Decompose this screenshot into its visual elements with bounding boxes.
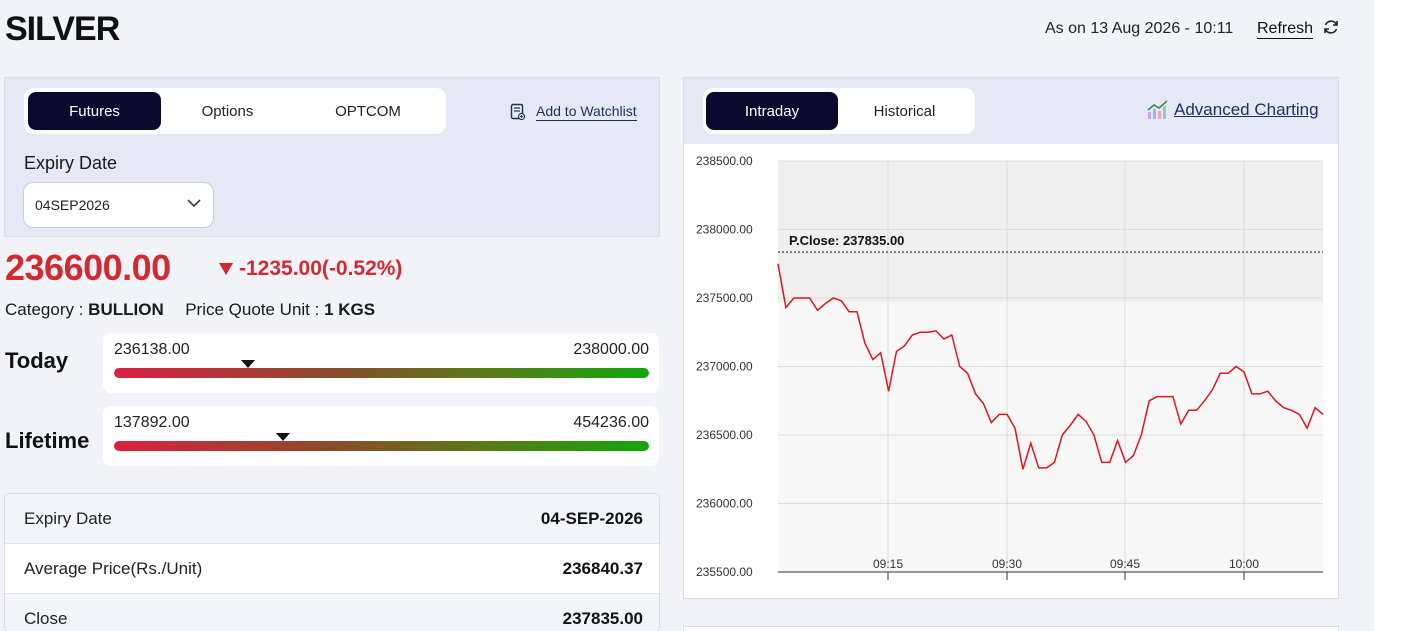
watchlist-label: Add to Watchlist <box>536 103 637 121</box>
intraday-chart[interactable]: 238500.00 238000.00 237500.00 237000.00 2365… <box>684 144 1338 598</box>
tab-historical[interactable]: Historical <box>873 102 936 120</box>
detail-value: 237835.00 <box>562 609 643 628</box>
x-tick-label: 09:15 <box>873 557 903 571</box>
price-change-value: -1235.00(-0.52%) <box>239 257 403 280</box>
lifetime-range-card: 137892.00 454236.00 <box>103 406 659 466</box>
detail-value: 236840.37 <box>562 559 643 578</box>
tab-futures[interactable]: Futures <box>28 92 161 130</box>
detail-value: 04-SEP-2026 <box>540 509 643 528</box>
price-series-line <box>777 263 1324 470</box>
table-row: Average Price(Rs./Unit) 236840.37 <box>5 544 659 594</box>
advanced-charting-link[interactable]: Advanced Charting <box>1147 100 1319 120</box>
today-high: 238000.00 <box>573 341 649 358</box>
detail-key: Close <box>24 609 68 628</box>
today-low: 236138.00 <box>114 341 190 358</box>
today-range-label: Today <box>5 348 69 373</box>
instrument-meta: Category : BULLION Price Quote Unit : 1 … <box>5 300 375 320</box>
price-unit-value: 1 KGS <box>324 300 376 319</box>
y-tick-label: 236500.00 <box>696 428 753 442</box>
lifetime-range-bar <box>114 441 649 451</box>
expiry-date-select[interactable]: 04SEP2026 <box>23 182 214 228</box>
y-tick-label: 238500.00 <box>696 154 753 168</box>
plot-shade <box>778 161 1323 303</box>
y-tick-label: 237500.00 <box>696 291 753 305</box>
page-edge <box>1374 0 1402 631</box>
table-row: Close 237835.00 <box>5 594 659 631</box>
today-range-bar <box>114 368 649 378</box>
price-change: -1235.00(-0.52%) <box>219 257 402 281</box>
x-tick-label: 09:45 <box>1110 557 1140 571</box>
y-tick-label: 235500.00 <box>696 565 753 579</box>
y-tick-label: 238000.00 <box>696 223 753 237</box>
instrument-tabs: Futures Options OPTCOM <box>24 88 446 134</box>
details-table: Expiry Date 04-SEP-2026 Average Price(Rs… <box>4 493 660 631</box>
today-range-marker <box>240 360 255 368</box>
lifetime-high: 454236.00 <box>573 414 649 431</box>
lifetime-range-marker <box>275 433 290 441</box>
today-range-card: 236138.00 238000.00 <box>103 333 659 393</box>
y-tick-label: 237000.00 <box>696 360 753 374</box>
category-label: Category : <box>5 300 84 319</box>
down-arrow-icon <box>219 263 233 275</box>
watchlist-icon <box>510 103 526 120</box>
chevron-down-icon <box>187 199 201 208</box>
detail-key: Average Price(Rs./Unit) <box>24 559 203 578</box>
chart-panel: Intraday Historical Advanced Charting 23… <box>683 77 1339 599</box>
chart-tabs: Intraday Historical <box>703 88 975 134</box>
y-tick-label: 236000.00 <box>696 497 753 511</box>
chart-header: Intraday Historical Advanced Charting <box>684 78 1338 144</box>
page-title: SILVER <box>5 10 120 48</box>
advanced-charting-label: Advanced Charting <box>1174 100 1319 119</box>
next-card <box>683 626 1339 631</box>
instrument-panel: Futures Options OPTCOM Add to Watchlist … <box>4 77 660 237</box>
expiry-selected-value: 04SEP2026 <box>35 197 110 213</box>
prev-close-label: P.Close: 237835.00 <box>789 233 904 248</box>
last-price: 236600.00 <box>5 247 171 288</box>
chart-icon <box>1147 100 1168 119</box>
lifetime-range-label: Lifetime <box>5 428 90 453</box>
x-tick-label: 10:00 <box>1229 557 1259 571</box>
refresh-button[interactable]: Refresh <box>1257 20 1314 39</box>
add-to-watchlist-button[interactable]: Add to Watchlist <box>510 102 637 121</box>
table-row: Expiry Date 04-SEP-2026 <box>5 494 659 544</box>
expiry-date-label: Expiry Date <box>24 153 118 173</box>
refresh-icon[interactable] <box>1322 18 1340 36</box>
detail-key: Expiry Date <box>24 509 112 528</box>
tab-intraday[interactable]: Intraday <box>706 92 838 130</box>
x-tick-label: 09:30 <box>992 557 1022 571</box>
category-value: BULLION <box>88 300 164 319</box>
lifetime-low: 137892.00 <box>114 414 190 431</box>
as-on-timestamp: As on 13 Aug 2026 - 10:11 <box>1045 20 1234 37</box>
price-unit-label: Price Quote Unit : <box>185 300 320 319</box>
tab-options[interactable]: Options <box>201 102 254 120</box>
tab-optcom[interactable]: OPTCOM <box>335 102 401 120</box>
